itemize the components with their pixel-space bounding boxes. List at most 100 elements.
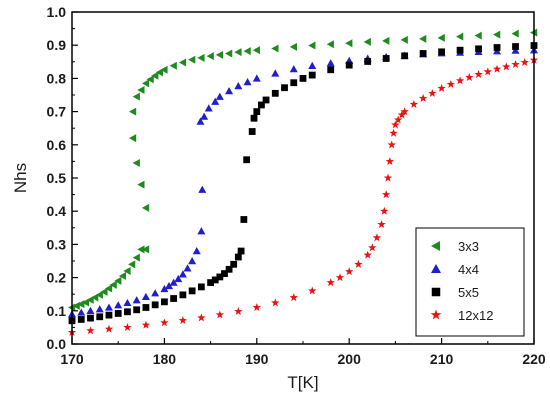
x-tick-label: 190 (245, 351, 269, 367)
data-point-4x4 (188, 257, 197, 265)
data-point-5x5 (271, 89, 279, 97)
data-point-12x12 (437, 83, 446, 92)
data-point-3x3 (225, 49, 233, 58)
y-tick-label: 0.9 (47, 37, 67, 53)
data-point-5x5 (77, 316, 85, 323)
data-point-12x12 (391, 120, 400, 129)
data-point-3x3 (132, 92, 140, 101)
data-point-12x12 (383, 173, 393, 182)
data-point-12x12 (377, 220, 386, 229)
data-point-3x3 (363, 37, 371, 46)
data-point-12x12 (502, 62, 511, 71)
data-point-3x3 (141, 79, 150, 88)
data-point-12x12 (511, 60, 520, 69)
data-point-12x12 (234, 307, 243, 316)
data-point-5x5 (250, 114, 258, 122)
data-point-12x12 (308, 286, 317, 295)
data-point-3x3 (400, 35, 408, 44)
data-point-4x4 (104, 303, 113, 311)
data-point-4x4 (95, 305, 104, 313)
data-point-5x5 (308, 71, 316, 79)
y-tick-label: 0.2 (47, 270, 67, 286)
data-point-5x5 (253, 108, 261, 115)
data-point-12x12 (178, 316, 188, 324)
data-point-3x3 (123, 266, 131, 275)
data-point-3x3 (137, 86, 145, 95)
y-axis-label: Nhs (11, 163, 30, 193)
data-point-5x5 (237, 247, 245, 255)
data-point-3x3 (81, 298, 90, 307)
data-point-5x5 (161, 298, 168, 306)
data-point-3x3 (109, 280, 117, 289)
data-point-3x3 (151, 71, 159, 80)
legend-marker-4x4 (431, 264, 441, 273)
data-point-4x4 (114, 301, 123, 309)
data-point-5x5 (419, 50, 427, 57)
data-point-4x4 (169, 278, 178, 286)
data-point-5x5 (262, 96, 270, 104)
data-point-3x3 (128, 260, 136, 269)
data-point-3x3 (128, 107, 137, 116)
data-point-5x5 (225, 265, 233, 273)
data-point-3x3 (456, 32, 464, 41)
data-point-3x3 (215, 50, 224, 59)
legend-label-5x5: 5x5 (458, 285, 479, 300)
data-point-12x12 (104, 324, 114, 333)
series-12x12 (67, 55, 539, 336)
data-point-4x4 (141, 292, 150, 301)
legend-label-4x4: 4x4 (458, 262, 479, 277)
x-tick-label: 210 (430, 351, 454, 367)
data-point-3x3 (437, 33, 445, 42)
series-layer (67, 28, 539, 336)
data-point-5x5 (87, 314, 94, 322)
y-tick-label: 0.5 (47, 170, 67, 186)
data-point-5x5 (401, 52, 409, 60)
data-point-3x3 (146, 75, 154, 84)
data-point-5x5 (142, 304, 150, 311)
data-point-3x3 (345, 39, 353, 48)
data-point-3x3 (234, 48, 242, 57)
data-point-5x5 (290, 79, 298, 87)
y-tick-label: 0.3 (47, 236, 67, 252)
data-point-5x5 (179, 291, 187, 299)
x-axis-label: T[K] (287, 373, 318, 392)
data-point-3x3 (271, 44, 279, 53)
data-point-12x12 (123, 323, 132, 331)
legend: 3x3 4x4 5x5 12x12 (415, 227, 525, 337)
data-point-12x12 (197, 313, 206, 322)
data-point-12x12 (215, 310, 225, 319)
data-point-4x4 (308, 61, 317, 69)
y-tick-label: 0.7 (47, 104, 67, 120)
y-tick-label: 0.4 (47, 203, 67, 219)
data-point-5x5 (124, 308, 131, 316)
data-point-5x5 (258, 101, 265, 109)
data-point-5x5 (364, 58, 372, 65)
legend-label-3x3: 3x3 (458, 239, 479, 254)
data-point-3x3 (308, 41, 316, 50)
data-point-12x12 (385, 157, 395, 165)
data-point-12x12 (326, 278, 335, 287)
data-point-4x4 (225, 87, 234, 95)
data-point-4x4 (123, 298, 132, 307)
data-point-5x5 (234, 253, 242, 261)
data-point-12x12 (389, 128, 398, 137)
data-point-4x4 (165, 281, 174, 290)
data-point-12x12 (474, 70, 483, 78)
data-point-3x3 (128, 134, 137, 143)
data-point-3x3 (118, 271, 127, 280)
data-point-5x5 (281, 84, 288, 92)
data-point-3x3 (137, 245, 145, 254)
data-point-12x12 (400, 107, 409, 116)
data-point-4x4 (132, 296, 141, 304)
data-point-12x12 (520, 58, 529, 67)
data-point-5x5 (133, 306, 141, 314)
data-point-5x5 (151, 301, 159, 309)
data-point-5x5 (170, 295, 178, 302)
data-point-12x12 (160, 318, 169, 327)
data-point-3x3 (155, 68, 163, 77)
data-point-12x12 (141, 320, 151, 329)
data-point-5x5 (475, 45, 482, 53)
data-point-5x5 (197, 283, 205, 291)
